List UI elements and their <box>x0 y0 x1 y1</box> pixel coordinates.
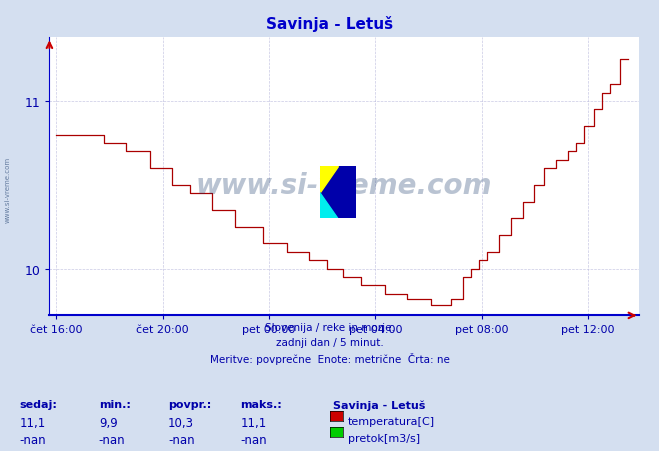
Text: www.si-vreme.com: www.si-vreme.com <box>5 156 11 222</box>
Text: temperatura[C]: temperatura[C] <box>348 416 435 426</box>
Text: maks.:: maks.: <box>241 399 282 409</box>
Text: povpr.:: povpr.: <box>168 399 212 409</box>
Text: pretok[m3/s]: pretok[m3/s] <box>348 433 420 443</box>
Polygon shape <box>320 167 338 193</box>
Text: Savinja - Letuš: Savinja - Letuš <box>333 399 425 410</box>
Text: 9,9: 9,9 <box>99 416 117 429</box>
Text: min.:: min.: <box>99 399 130 409</box>
Text: -nan: -nan <box>168 433 194 446</box>
Polygon shape <box>320 193 338 219</box>
Text: 11,1: 11,1 <box>20 416 46 429</box>
Text: -nan: -nan <box>20 433 46 446</box>
Text: Slovenija / reke in morje.
zadnji dan / 5 minut.
Meritve: povprečne  Enote: metr: Slovenija / reke in morje. zadnji dan / … <box>210 322 449 364</box>
Text: 11,1: 11,1 <box>241 416 267 429</box>
Text: sedaj:: sedaj: <box>20 399 57 409</box>
Text: 10,3: 10,3 <box>168 416 194 429</box>
Text: www.si-vreme.com: www.si-vreme.com <box>196 171 492 199</box>
Polygon shape <box>320 167 356 219</box>
Text: Savinja - Letuš: Savinja - Letuš <box>266 16 393 32</box>
Text: -nan: -nan <box>99 433 125 446</box>
Text: -nan: -nan <box>241 433 267 446</box>
